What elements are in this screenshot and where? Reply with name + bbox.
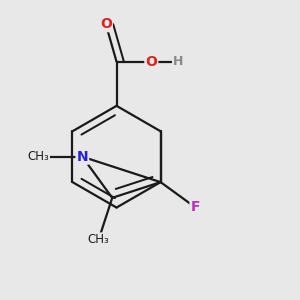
Text: F: F — [190, 200, 200, 214]
Text: CH₃: CH₃ — [27, 150, 49, 163]
Text: H: H — [173, 55, 183, 68]
Text: N: N — [76, 150, 88, 164]
Text: CH₃: CH₃ — [88, 233, 110, 246]
Text: O: O — [146, 55, 157, 69]
Text: O: O — [100, 17, 112, 31]
